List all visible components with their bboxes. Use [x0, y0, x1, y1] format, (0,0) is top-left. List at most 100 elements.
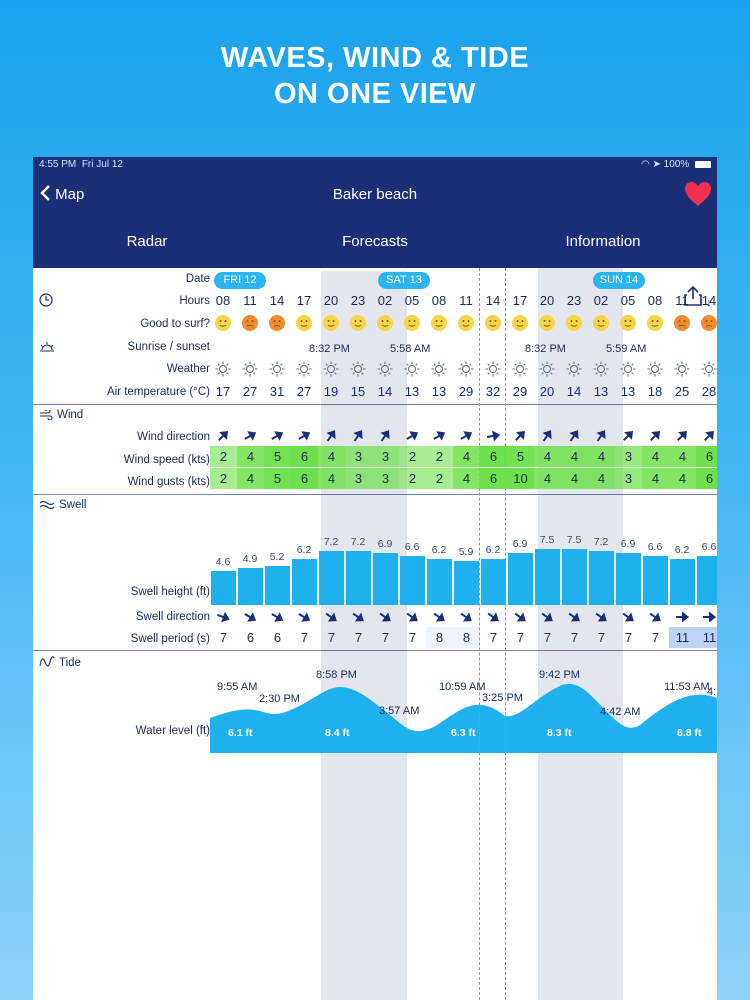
share-icon[interactable]	[683, 285, 703, 307]
wind-speed-cell: 3	[372, 446, 399, 467]
swell-period-cell: 7	[516, 630, 525, 645]
back-button[interactable]: Map	[39, 184, 84, 203]
sunny-icon	[561, 361, 587, 377]
tab-radar[interactable]: Radar	[126, 233, 168, 250]
sun-event-time: 5:59 AM	[606, 343, 647, 355]
wind-direction-arrow-icon	[399, 428, 425, 444]
happy-face-icon	[647, 315, 663, 331]
swell-period-cell: 7	[300, 630, 309, 645]
good-to-surf-label: Good to surf?	[140, 318, 210, 330]
swell-height-value: 6.9	[512, 538, 528, 551]
swell-height-bar	[562, 549, 587, 605]
promo-title-line1: WAVES, WIND & TIDE	[220, 42, 530, 74]
air-temp-cell: 27	[242, 384, 258, 399]
wind-direction-arrow-icon	[615, 428, 641, 444]
swell-direction-arrow-icon	[534, 609, 560, 625]
hour-cell: 14	[701, 293, 717, 308]
sunny-icon	[534, 361, 560, 377]
tide-time-label: 9:42 PM	[539, 669, 580, 681]
tab-information[interactable]: Information	[565, 233, 641, 250]
swell-height-bar	[265, 566, 290, 605]
swell-height-value: 6.6	[404, 540, 420, 553]
night-band	[538, 268, 623, 1000]
hour-cell: 20	[539, 293, 555, 308]
air-temp-cell: 31	[269, 384, 285, 399]
swell-height-bar	[670, 558, 695, 605]
forecast-grid[interactable]: Date Hours Good to surf? Sunrise / sunse…	[33, 268, 717, 1000]
wind-gusts-cell: 4	[561, 468, 588, 489]
swell-direction-arrow-icon	[561, 609, 587, 625]
wind-direction-arrow-icon	[372, 428, 398, 444]
swell-height-value: 7.5	[539, 534, 555, 546]
tide-level-value: 8.3 ft	[547, 727, 572, 739]
hour-cell: 20	[323, 293, 339, 308]
chevron-left-icon	[40, 185, 50, 201]
day-pill[interactable]: SUN 14	[593, 272, 645, 289]
swell-height-bar	[643, 555, 668, 605]
tide-time-label: 8:58 PM	[316, 669, 357, 681]
tide-time-label: 3:57 AM	[379, 705, 420, 717]
wind-speed-cell: 4	[588, 446, 615, 467]
swell-wave-icon	[39, 500, 55, 510]
swell-height-value: 6.2	[296, 543, 312, 556]
wind-speed-cell: 3	[345, 446, 372, 467]
wind-direction-arrow-icon	[291, 428, 317, 444]
swell-height-value: 6.2	[431, 543, 447, 556]
wind-gusts-cell: 4	[318, 468, 345, 489]
wind-speed-label: Wind speed (kts)	[123, 454, 210, 466]
swell-direction-arrow-icon	[210, 609, 236, 625]
air-temp-cell: 19	[323, 384, 339, 399]
tide-wave-icon	[39, 656, 55, 667]
tide-level-value: 8.4 ft	[325, 727, 350, 739]
tide-time-label: 3:25 PM	[482, 692, 523, 704]
air-temp-cell: 14	[566, 384, 582, 399]
wind-speed-cell: 4	[561, 446, 588, 467]
wind-speed-cell: 2	[426, 446, 453, 467]
hour-cell: 11	[675, 293, 689, 308]
wind-direction-arrow-icon	[426, 428, 452, 444]
tide-time-label: 11:53 AM	[664, 681, 710, 693]
sunny-icon	[318, 361, 344, 377]
favorite-heart-icon[interactable]	[684, 181, 712, 207]
now-marker	[479, 268, 480, 1000]
swell-height-bar	[319, 551, 344, 605]
tide-level-value: 6.8 ft	[677, 727, 702, 739]
day-pill[interactable]: FRI 12	[214, 272, 266, 289]
wind-gusts-cell: 10	[507, 468, 534, 489]
wind-direction-label: Wind direction	[137, 431, 210, 443]
swell-direction-arrow-icon	[669, 609, 695, 625]
swell-height-value: 6.2	[485, 543, 501, 556]
wind-direction-arrow-icon	[561, 428, 587, 444]
wind-speed-cell: 5	[507, 446, 534, 467]
tab-forecasts[interactable]: Forecasts	[342, 233, 408, 250]
day-pill[interactable]: SAT 13	[378, 272, 430, 289]
swell-period-cell: 7	[597, 630, 606, 645]
wind-speed-cell: 4	[642, 446, 669, 467]
air-temp-label: Air temperature (°C)	[106, 386, 210, 398]
happy-face-icon	[215, 315, 231, 331]
swell-direction-arrow-icon	[507, 609, 533, 625]
wind-direction-arrow-icon	[669, 428, 695, 444]
divider	[33, 650, 717, 651]
swell-direction-arrow-icon	[588, 609, 614, 625]
wind-direction-arrow-icon	[453, 428, 479, 444]
happy-face-icon	[404, 315, 420, 331]
swell-direction-arrow-icon	[642, 609, 668, 625]
air-temp-cell: 14	[377, 384, 393, 399]
date-label: Date	[185, 273, 210, 285]
sunny-icon	[345, 361, 371, 377]
swell-height-value: 4.9	[242, 553, 258, 566]
swell-height-label: Swell height (ft)	[130, 586, 210, 598]
wind-gusts-cell: 6	[696, 468, 717, 489]
tab-bar: Radar Forecasts Information	[33, 215, 717, 268]
sad-face-icon	[242, 315, 258, 331]
swell-section-header: Swell	[39, 499, 86, 511]
wind-direction-arrow-icon	[480, 428, 506, 444]
sunny-icon	[588, 361, 614, 377]
happy-face-icon	[620, 315, 636, 331]
swell-height-bar	[292, 558, 317, 605]
swell-direction-label: Swell direction	[135, 611, 210, 623]
swell-height-value: 6.2	[674, 543, 690, 556]
wind-icon	[40, 408, 53, 421]
swell-height-value: 7.5	[566, 534, 582, 546]
